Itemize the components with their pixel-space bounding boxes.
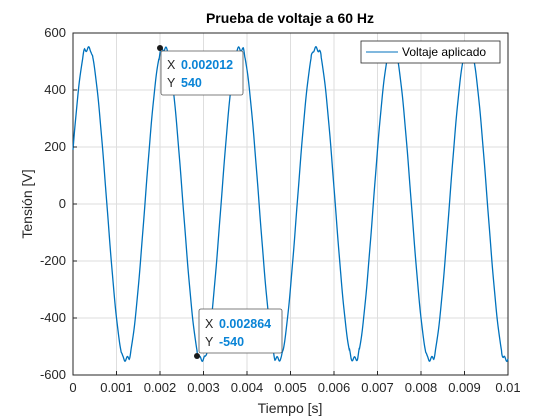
datatip-x-value: 0.002012 xyxy=(181,58,233,72)
datatip-x-label: X xyxy=(205,317,214,331)
tick-labels: 0 0.001 0.002 0.003 0.004 0.005 0.006 0.007 0.00… xyxy=(40,25,521,395)
y-tick-label: 200 xyxy=(44,139,66,154)
datatip-y-value: -540 xyxy=(219,335,244,349)
datatip-x-label: X xyxy=(167,58,176,72)
datatip-min[interactable]: X 0.002864 Y -540 xyxy=(194,308,283,359)
y-axis-label: Tensión [V] xyxy=(19,169,35,238)
x-tick-label: 0.006 xyxy=(318,380,351,395)
datatip-box xyxy=(160,50,244,96)
datatip-y-label: Y xyxy=(205,335,214,349)
y-tick-label: -400 xyxy=(40,310,66,325)
datatip-y-value: 540 xyxy=(181,76,202,90)
legend-entry-label: Voltaje aplicado xyxy=(402,45,486,59)
x-tick-label: 0.005 xyxy=(274,380,307,395)
legend[interactable]: Voltaje aplicado xyxy=(360,40,501,64)
datatip-max[interactable]: X 0.002012 Y 540 xyxy=(157,45,244,96)
series-layer xyxy=(72,45,509,363)
datatip-x-value: 0.002864 xyxy=(219,317,271,331)
chart-title: Prueba de voltaje a 60 Hz xyxy=(206,10,374,26)
x-tick-label: 0 xyxy=(69,380,76,395)
y-tick-label: -200 xyxy=(40,253,66,268)
x-tick-label: 0.001 xyxy=(100,380,133,395)
y-tick-label: 0 xyxy=(59,196,66,211)
x-tick-label: 0.008 xyxy=(405,380,438,395)
y-tick-label: 600 xyxy=(44,25,66,40)
legend-box xyxy=(360,40,501,64)
x-tick-label: 0.01 xyxy=(495,380,520,395)
datatip-box xyxy=(198,308,283,354)
series-line-voltaje-aplicado xyxy=(72,45,509,363)
x-tick-label: 0.002 xyxy=(144,380,177,395)
datatip-marker xyxy=(157,45,163,51)
y-tick-label: -600 xyxy=(40,367,66,382)
y-tick-label: 400 xyxy=(44,82,66,97)
x-tick-label: 0.007 xyxy=(361,380,394,395)
x-tick-label: 0.004 xyxy=(231,380,264,395)
x-tick-label: 0.003 xyxy=(187,380,220,395)
x-axis-label: Tiempo [s] xyxy=(258,400,323,416)
datatip-y-label: Y xyxy=(167,76,176,90)
datatip-marker xyxy=(194,353,200,359)
x-tick-label: 0.009 xyxy=(448,380,481,395)
